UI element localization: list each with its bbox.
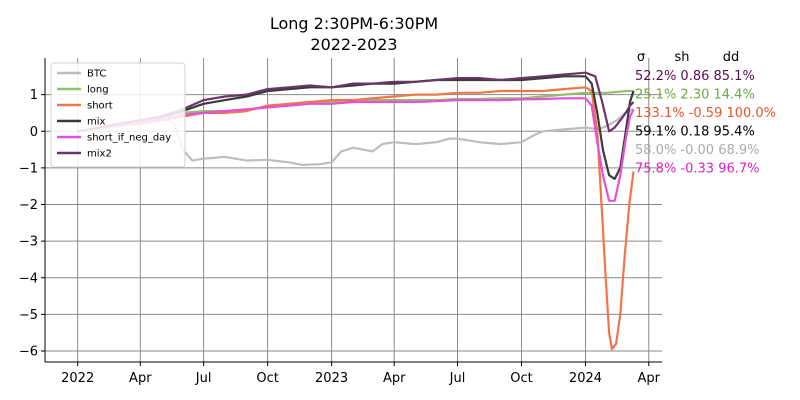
series-line-short-if-neg-day — [77, 97, 635, 202]
y-tick-label: −5 — [19, 308, 38, 323]
legend-label: short — [87, 101, 113, 112]
y-tick-label: −2 — [19, 198, 38, 213]
y-tick-label: −6 — [19, 345, 38, 360]
x-tick-label: Oct — [256, 371, 278, 386]
legend-label: mix — [87, 117, 106, 128]
x-tick-label: Oct — [510, 371, 532, 386]
legend-box — [50, 62, 186, 168]
y-tick-label: −1 — [19, 161, 38, 176]
y-tick-label: −3 — [19, 235, 38, 250]
chart-title: Long 2:30PM-6:30PM — [270, 14, 438, 33]
stats-row: 52.2% 0.86 85.1% — [635, 69, 755, 84]
stats-table: σ sh dd 52.2% 0.86 85.1% 25.1% 2.30 14.4% 133… — [635, 50, 776, 177]
x-tick-label: 2024 — [569, 371, 602, 386]
stats-row: 58.0% -0.00 68.9% — [635, 143, 760, 158]
stats-row: 25.1% 2.30 14.4% — [635, 88, 755, 103]
legend-label: long — [87, 85, 109, 96]
x-tick-label: 2023 — [315, 371, 348, 386]
stats-row: 75.8% -0.33 96.7% — [635, 162, 760, 177]
axes: 2022 Apr Jul Oct 2023 Apr Jul Oct 2024 Apr 1 0 −1 −2 −… — [19, 58, 662, 386]
x-tick-label: Apr — [383, 371, 406, 386]
y-tick-label: 0 — [30, 125, 38, 140]
legend-label: BTC — [87, 69, 106, 80]
x-tick-label: Apr — [638, 371, 661, 386]
series-line-mix2 — [77, 71, 635, 133]
stats-row: 133.1% -0.59 100.0% — [635, 106, 776, 121]
x-tick-label: Apr — [129, 371, 152, 386]
y-tick-label: −4 — [19, 271, 38, 286]
x-tick-label: Jul — [195, 371, 212, 386]
legend-label: mix2 — [87, 149, 112, 160]
legend-label: short_if_neg_day — [87, 133, 171, 144]
legend: BTC long short mix short_if_neg_day mix2 — [50, 62, 186, 168]
stats-header: sh — [674, 50, 689, 65]
stats-header: dd — [723, 50, 740, 65]
stats-header: σ — [637, 50, 645, 65]
y-tick-label: 1 — [30, 88, 38, 103]
chart-subtitle: 2022-2023 — [310, 35, 397, 54]
x-tick-label: Jul — [449, 371, 466, 386]
x-tick-label: 2022 — [61, 371, 94, 386]
stats-row: 59.1% 0.18 95.4% — [635, 125, 755, 140]
